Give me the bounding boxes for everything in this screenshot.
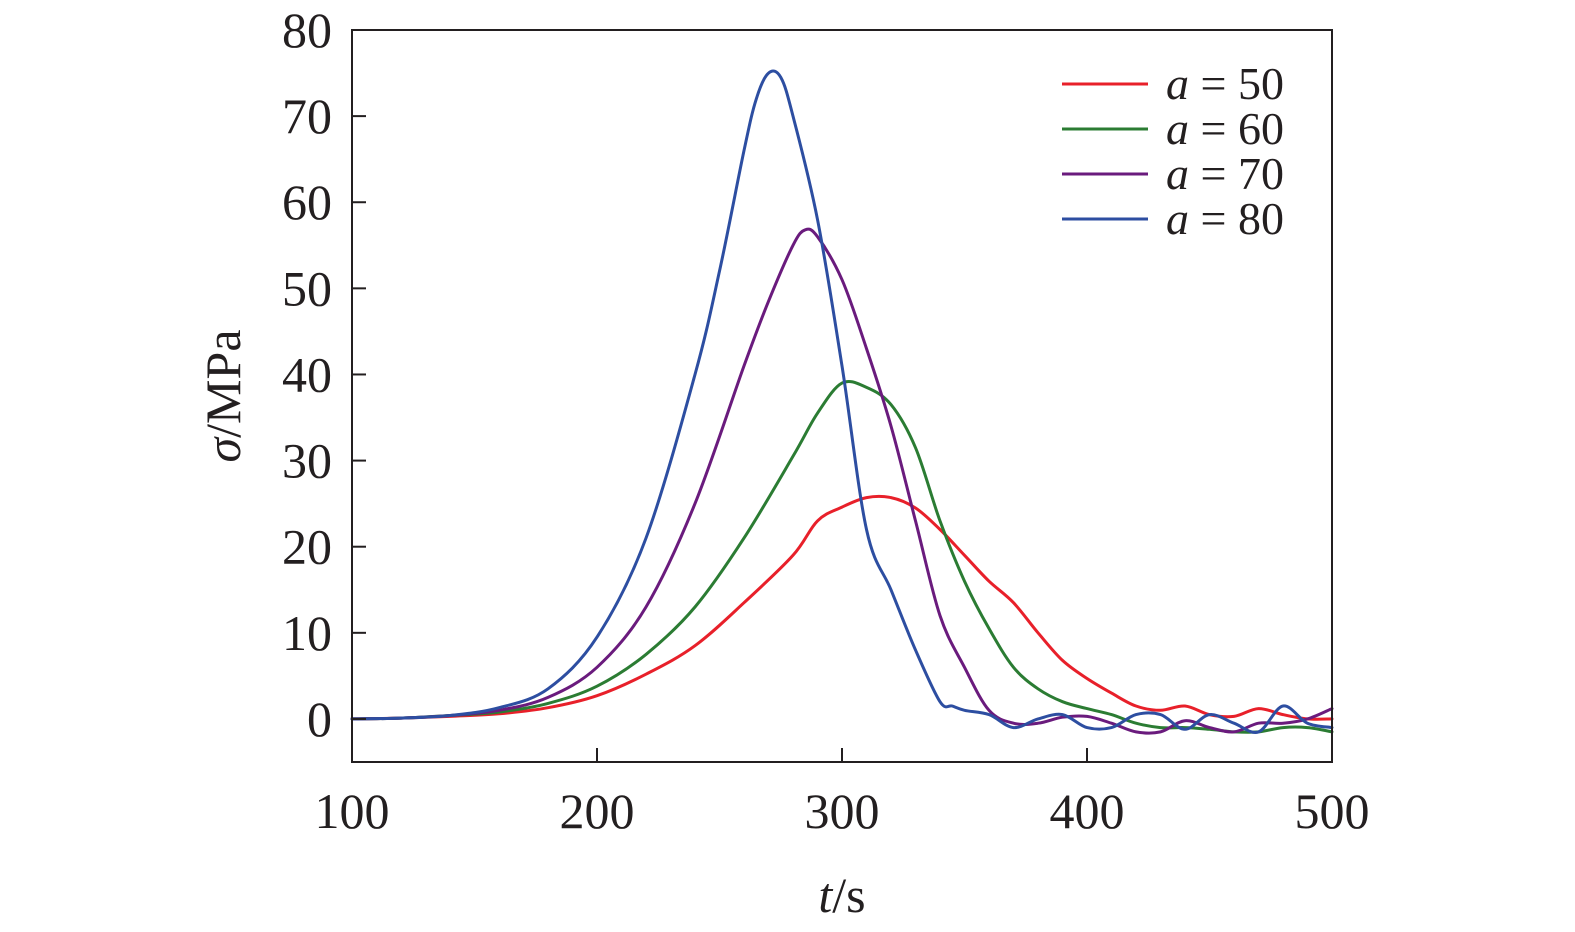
y-tick-label: 30 [282,433,332,489]
y-tick-label: 80 [282,2,332,58]
x-tick-label: 300 [805,783,880,839]
legend-label: a = 50 [1166,58,1284,109]
series-line-4 [350,69,1334,734]
y-axis-title: σ/MPa [195,329,251,462]
x-tick-label: 100 [315,783,390,839]
y-axis-unit: /MPa [195,329,251,437]
legend-variable: a [1166,58,1189,109]
legend-label: a = 60 [1166,103,1284,154]
legend-value: = 60 [1189,103,1284,154]
legend-value: = 80 [1189,193,1284,244]
y-tick-label: 70 [282,88,332,144]
legend-label: a = 80 [1166,193,1284,244]
legend-variable: a [1166,103,1189,154]
y-tick-label: 20 [282,519,332,575]
y-tick-label: 10 [282,605,332,661]
x-axis-title: t/s [818,867,865,923]
legend-variable: a [1166,193,1189,244]
legend-value: = 50 [1189,58,1284,109]
series-line-1 [350,494,1334,721]
y-axis-variable: σ [195,436,251,463]
legend-label: a = 70 [1166,148,1284,199]
x-axis-variable: t [818,867,833,923]
y-tick-label: 40 [282,346,332,402]
series-line-3 [350,227,1334,735]
legend-value: = 70 [1189,148,1284,199]
tick-labels: 100 200 300 400 500 0 10 20 30 40 50 60 70 80 [282,2,1370,839]
x-axis-unit: /s [832,867,865,923]
x-tick-label: 200 [560,783,635,839]
y-tick-label: 0 [307,691,332,747]
legend: a = 50a = 60a = 70a = 80 [1062,58,1284,244]
y-tick-label: 60 [282,174,332,230]
x-tick-label: 500 [1295,783,1370,839]
series-layer [350,69,1334,735]
ticks-layer [352,115,1088,762]
legend-variable: a [1166,148,1189,199]
x-tick-label: 400 [1050,783,1125,839]
series-line-2 [350,379,1334,734]
y-tick-label: 50 [282,260,332,316]
